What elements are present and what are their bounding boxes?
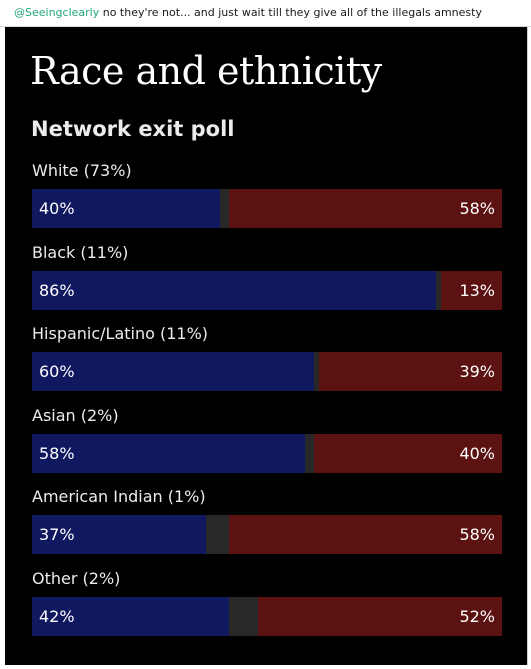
group-label: Black (11%) <box>32 242 129 262</box>
bar-track: 37% 58% <box>32 515 502 554</box>
stacked-bar-chart: White (73%) 40% 58% Black (11%) 86% 13% Hispan… <box>5 27 527 665</box>
value-label-second: 52% <box>459 606 495 626</box>
value-label-first: 42% <box>39 606 75 626</box>
comment-handle-link[interactable]: @Seeingclearly <box>14 6 100 19</box>
group-label: Asian (2%) <box>32 405 119 425</box>
value-label-second: 40% <box>459 443 495 463</box>
bar-track: 60% 39% <box>32 352 502 391</box>
bar-segment-second <box>314 433 502 473</box>
value-label-second: 58% <box>459 199 495 218</box>
value-label-second: 58% <box>459 525 495 544</box>
value-label-first: 86% <box>39 280 75 300</box>
bar-segment-second <box>440 270 502 310</box>
bar-segment-second <box>257 596 502 636</box>
comment-text: no they're not... and just wait till the… <box>99 6 482 19</box>
comment-bar: @Seeingclearly no they're not... and jus… <box>0 0 531 27</box>
bar-segment-first <box>32 189 220 228</box>
value-label-first: 40% <box>39 199 75 218</box>
bar-segment-first <box>32 433 305 473</box>
bar-segment-first <box>32 596 230 636</box>
chart-panel: Race and ethnicity Network exit poll Whi… <box>5 27 527 665</box>
group-label: White (73%) <box>32 161 132 180</box>
value-label-first: 58% <box>39 443 75 463</box>
group-label: American Indian (1%) <box>32 487 206 506</box>
bar-track: 58% 40% <box>32 433 502 473</box>
bar-track: 42% 52% <box>32 596 502 636</box>
group-label: Other (2%) <box>32 568 121 588</box>
bar-segment-second <box>318 352 502 391</box>
bar-segment-first <box>32 515 206 554</box>
value-label-second: 13% <box>459 280 495 300</box>
chart-subtitle: Network exit poll <box>31 117 235 141</box>
group-label: Hispanic/Latino (11%) <box>32 324 209 343</box>
bar-segment-first <box>32 270 437 310</box>
bar-segment-second <box>229 189 502 228</box>
bar-track: 86% 13% <box>32 270 502 310</box>
bar-track: 40% 58% <box>32 189 502 228</box>
chart-title: Race and ethnicity <box>30 49 382 93</box>
value-label-first: 37% <box>39 525 75 544</box>
value-label-first: 60% <box>39 362 75 381</box>
bar-segment-second <box>229 515 502 554</box>
bar-segment-first <box>32 352 314 391</box>
value-label-second: 39% <box>459 362 495 381</box>
right-border <box>527 27 528 665</box>
